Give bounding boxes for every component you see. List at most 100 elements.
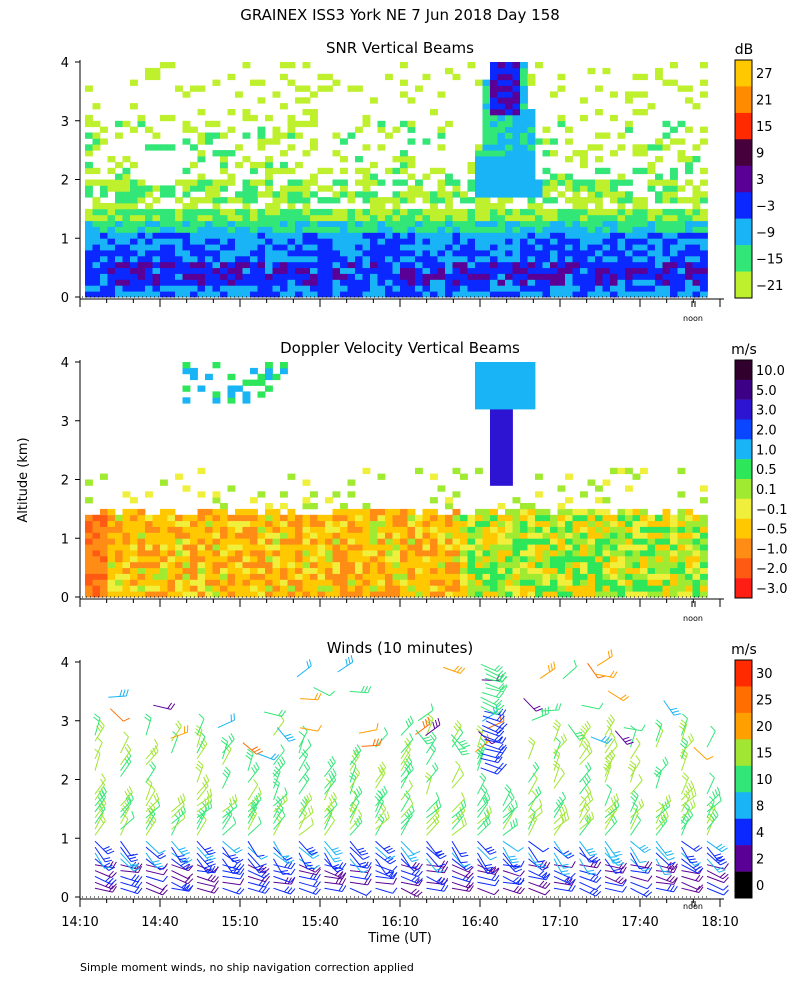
snr-cell [430, 220, 438, 227]
snr-cell [92, 226, 101, 233]
snr-cell [647, 161, 656, 169]
wind-barb-flag [236, 887, 242, 894]
wind-barb-flag [622, 886, 627, 893]
doppler-cell [662, 532, 671, 539]
snr-cell [182, 91, 191, 98]
doppler-cell [595, 550, 603, 557]
wind-barb-flag [584, 788, 590, 795]
doppler-cell [475, 573, 483, 580]
snr-cell [572, 291, 581, 298]
snr-cell [610, 238, 618, 245]
snr-cell [175, 238, 183, 245]
doppler-cell [340, 532, 348, 539]
doppler-cell [250, 591, 258, 598]
wind-barb-flag [516, 886, 522, 894]
snr-cell [452, 191, 461, 198]
doppler-cell [227, 573, 236, 580]
snr-cell [490, 91, 498, 98]
doppler-cell [437, 555, 446, 563]
snr-cell [317, 220, 326, 227]
snr-cell [295, 179, 303, 186]
doppler-cell [422, 561, 431, 569]
snr-cell [137, 255, 146, 263]
snr-cell [512, 120, 521, 128]
snr-cell [512, 132, 521, 139]
snr-cell [685, 244, 693, 251]
snr-cell [527, 214, 536, 222]
doppler-cell [287, 532, 296, 539]
snr-cell [505, 156, 513, 163]
snr-cell [647, 220, 656, 227]
snr-cell [107, 179, 116, 186]
snr-cell [130, 208, 138, 216]
doppler-cell [250, 544, 258, 551]
snr-cell [377, 255, 386, 263]
snr-cell [340, 279, 348, 286]
doppler-cell [482, 508, 491, 516]
doppler-cell [197, 555, 206, 563]
wind-barb-flag [513, 865, 521, 868]
snr-cell [512, 62, 521, 69]
doppler-cell [265, 579, 273, 586]
doppler-cell [190, 538, 198, 545]
doppler-cell [497, 538, 506, 545]
doppler-cell [137, 567, 146, 574]
wind-barb-flag [154, 744, 159, 752]
wind-barb [171, 818, 180, 836]
wind-barb-flag [588, 850, 596, 854]
doppler-cell [482, 544, 491, 551]
snr-cell [190, 179, 198, 186]
doppler-cell [512, 520, 521, 527]
doppler-cell [340, 538, 348, 545]
snr-cell [190, 279, 198, 286]
snr-cell [362, 144, 371, 151]
doppler-cell [445, 555, 453, 563]
snr-cell [145, 208, 153, 216]
snr-cell [647, 103, 656, 110]
snr-cell [400, 150, 408, 157]
doppler-colorbar-swatch [735, 498, 752, 519]
snr-cell [617, 291, 626, 298]
snr-cell [617, 261, 626, 269]
snr-cell [655, 191, 663, 198]
snr-cell [137, 238, 146, 245]
snr-cell [632, 273, 641, 280]
wind-barb-flag [417, 870, 423, 877]
doppler-cell [527, 391, 536, 398]
snr-cell [542, 185, 551, 192]
snr-cell [167, 255, 176, 263]
wind-barb-flag [183, 852, 190, 856]
snr-cell [670, 220, 678, 227]
doppler-cell [152, 544, 161, 551]
doppler-cell [475, 508, 483, 516]
doppler-cell [340, 503, 348, 510]
snr-cell [647, 167, 656, 175]
wind-barb [145, 864, 164, 870]
snr-cell [317, 167, 326, 175]
snr-cell [475, 279, 483, 286]
doppler-cell [542, 567, 551, 574]
snr-cell [580, 291, 588, 298]
wind-barb [222, 875, 241, 880]
snr-cell [475, 255, 483, 263]
doppler-cell [100, 473, 108, 480]
doppler-cell [670, 514, 678, 522]
doppler-cell [595, 532, 603, 539]
wind-barb-flag [594, 858, 601, 864]
doppler-cell [145, 573, 153, 580]
snr-cell [130, 261, 138, 269]
snr-cell [325, 197, 333, 204]
doppler-cell [325, 514, 333, 522]
wind-barb-flag [236, 863, 242, 870]
winds-x-tick-label: 15:10 [221, 915, 258, 930]
doppler-cell [475, 555, 483, 563]
snr-cell [85, 120, 93, 128]
snr-cell [505, 250, 513, 257]
wind-barb-flag [123, 731, 129, 738]
snr-cell [310, 273, 318, 280]
doppler-cell [490, 526, 498, 533]
doppler-cell [497, 473, 506, 480]
snr-cell [355, 126, 363, 133]
snr-cell [572, 285, 581, 292]
snr-cell [190, 208, 198, 216]
